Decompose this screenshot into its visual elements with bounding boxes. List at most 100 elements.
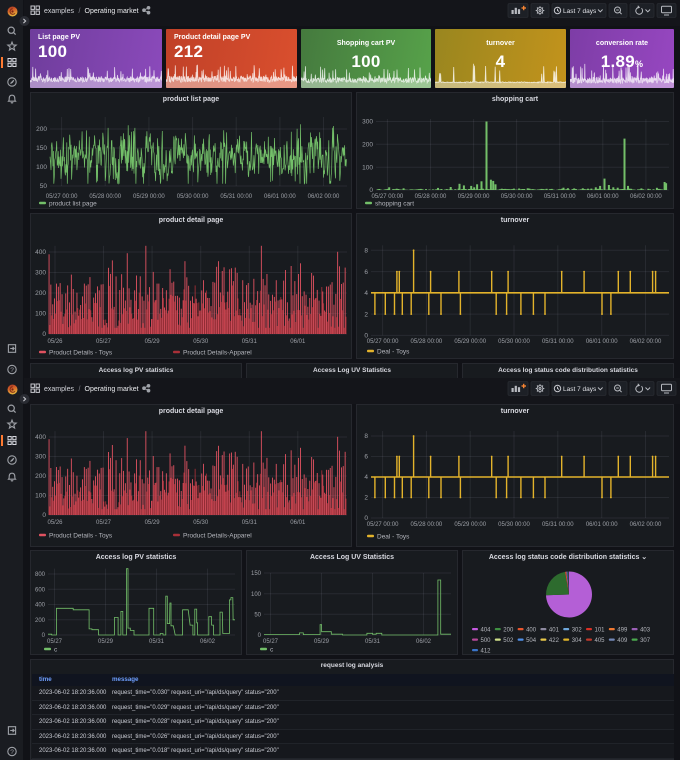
svg-text:200: 200 (503, 628, 514, 634)
svg-text:05/27 00:00: 05/27 00:00 (367, 522, 399, 528)
svg-text:8: 8 (364, 433, 368, 440)
svg-text:100: 100 (362, 164, 373, 171)
svg-text:150: 150 (251, 571, 262, 577)
svg-text:05/27 00:00: 05/27 00:00 (46, 194, 78, 200)
svg-text:101: 101 (595, 628, 606, 634)
svg-text:0: 0 (364, 333, 368, 340)
svg-text:05/30: 05/30 (193, 339, 209, 345)
svg-text:05/30 00:00: 05/30 00:00 (498, 522, 530, 528)
svg-text:304: 304 (572, 638, 583, 644)
svg-text:05/26: 05/26 (47, 520, 63, 526)
svg-text:05/31 00:00: 05/31 00:00 (542, 339, 574, 345)
svg-text:c: c (270, 647, 274, 654)
svg-text:Product Details-Apparel: Product Details-Apparel (183, 350, 252, 357)
svg-text:06/01: 06/01 (290, 520, 306, 526)
svg-text:Product Details-Apparel: Product Details-Apparel (183, 533, 252, 540)
svg-text:05/29 00:00: 05/29 00:00 (458, 194, 490, 200)
svg-text:2: 2 (364, 495, 368, 502)
svg-text:05/27 00:00: 05/27 00:00 (367, 339, 399, 345)
svg-text:05/29: 05/29 (145, 520, 161, 526)
svg-text:409: 409 (617, 638, 628, 644)
svg-text:200: 200 (35, 473, 46, 480)
svg-text:examples: examples (44, 8, 74, 15)
svg-text:05/29 00:00: 05/29 00:00 (454, 339, 486, 345)
svg-text:Operating market: Operating market (85, 386, 139, 393)
svg-text:100: 100 (35, 493, 46, 500)
svg-text:0: 0 (364, 515, 368, 522)
svg-text:06/02: 06/02 (416, 639, 432, 645)
svg-text:401: 401 (549, 628, 560, 634)
svg-text:302: 302 (572, 628, 583, 634)
svg-text:?: ? (10, 367, 14, 374)
svg-text:examples: examples (44, 386, 74, 393)
svg-text:06/01: 06/01 (290, 339, 306, 345)
svg-text:06/02 00:00: 06/02 00:00 (630, 522, 662, 528)
svg-text:05/29 00:00: 05/29 00:00 (133, 194, 165, 200)
svg-text:05/28 00:00: 05/28 00:00 (89, 194, 121, 200)
svg-text:Last 7 days: Last 7 days (563, 8, 597, 15)
svg-text:/: / (79, 8, 81, 15)
svg-text:product list page: product list page (49, 201, 97, 208)
svg-text:100: 100 (35, 311, 46, 318)
svg-text:200: 200 (35, 618, 46, 624)
svg-text:06/01 00:00: 06/01 00:00 (586, 522, 618, 528)
svg-text:05/30 00:00: 05/30 00:00 (177, 194, 209, 200)
svg-text:06/02: 06/02 (200, 639, 216, 645)
svg-text:06/01 00:00: 06/01 00:00 (587, 194, 619, 200)
svg-text:?: ? (10, 749, 14, 756)
svg-text:300: 300 (362, 119, 373, 126)
svg-text:05/27: 05/27 (96, 520, 112, 526)
svg-text:0: 0 (369, 187, 373, 194)
svg-text:05/27 00:00: 05/27 00:00 (372, 194, 404, 200)
svg-text:05/28 00:00: 05/28 00:00 (411, 339, 443, 345)
svg-text:/: / (79, 386, 81, 393)
svg-text:2: 2 (364, 311, 368, 318)
svg-text:403: 403 (640, 628, 651, 634)
svg-text:06/01 00:00: 06/01 00:00 (264, 194, 296, 200)
svg-text:05/31: 05/31 (242, 339, 258, 345)
svg-text:405: 405 (595, 638, 606, 644)
svg-text:200: 200 (36, 126, 47, 133)
svg-text:05/27: 05/27 (96, 339, 112, 345)
svg-text:400: 400 (526, 628, 537, 634)
svg-text:300: 300 (35, 270, 46, 277)
svg-text:4: 4 (364, 290, 368, 297)
svg-text:6: 6 (364, 269, 368, 276)
svg-text:05/28 00:00: 05/28 00:00 (411, 522, 443, 528)
svg-text:422: 422 (549, 638, 560, 644)
svg-text:Last 7 days: Last 7 days (563, 386, 597, 393)
svg-text:504: 504 (526, 638, 537, 644)
svg-text:50: 50 (254, 613, 261, 619)
svg-text:Deal - Toys: Deal - Toys (377, 534, 410, 541)
svg-text:05/27: 05/27 (47, 639, 63, 645)
svg-text:05/30 00:00: 05/30 00:00 (501, 194, 533, 200)
svg-text:05/31 00:00: 05/31 00:00 (220, 194, 252, 200)
svg-text:200: 200 (35, 290, 46, 297)
svg-text:502: 502 (503, 638, 514, 644)
svg-text:06/02 00:00: 06/02 00:00 (630, 194, 662, 200)
svg-text:05/28 00:00: 05/28 00:00 (415, 194, 447, 200)
svg-text:412: 412 (481, 649, 492, 655)
svg-text:6: 6 (364, 454, 368, 461)
svg-text:200: 200 (362, 142, 373, 149)
svg-text:Product Details - Toys: Product Details - Toys (49, 533, 113, 540)
svg-text:307: 307 (640, 638, 651, 644)
svg-text:100: 100 (251, 592, 262, 598)
svg-text:05/29: 05/29 (98, 639, 114, 645)
svg-text:05/26: 05/26 (47, 339, 63, 345)
svg-text:05/31 00:00: 05/31 00:00 (542, 522, 574, 528)
svg-text:Product Details - Toys: Product Details - Toys (49, 350, 113, 357)
svg-text:0: 0 (42, 331, 46, 338)
svg-text:05/31: 05/31 (149, 639, 165, 645)
svg-text:05/30: 05/30 (193, 520, 209, 526)
svg-text:Deal - Toys: Deal - Toys (377, 349, 410, 356)
svg-text:400: 400 (35, 249, 46, 256)
svg-text:150: 150 (36, 145, 47, 152)
svg-text:8: 8 (364, 248, 368, 255)
svg-text:06/02 00:00: 06/02 00:00 (308, 194, 340, 200)
svg-text:shopping cart: shopping cart (375, 201, 414, 208)
svg-text:05/27: 05/27 (263, 639, 279, 645)
svg-text:06/02 00:00: 06/02 00:00 (630, 339, 662, 345)
svg-text:400: 400 (35, 603, 46, 609)
svg-text:05/30 00:00: 05/30 00:00 (498, 339, 530, 345)
